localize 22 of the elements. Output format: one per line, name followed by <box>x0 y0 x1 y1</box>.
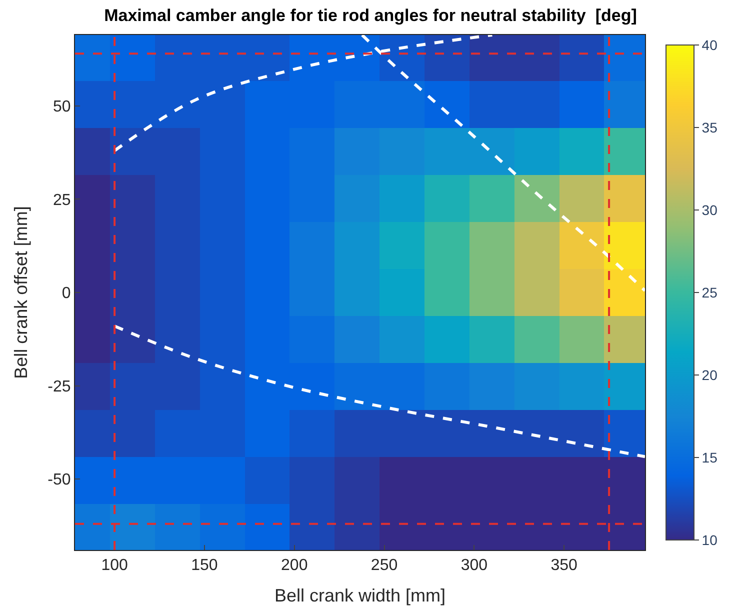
y-tick-label: 25 <box>53 192 71 209</box>
color-bar-label: 10 <box>702 532 718 548</box>
y-tick-label: 50 <box>53 98 71 116</box>
y-tick-label: -25 <box>48 378 71 396</box>
x-tick-label: 350 <box>550 557 578 574</box>
y-tick-label: -50 <box>48 472 71 489</box>
line-series <box>113 324 645 458</box>
x-axis-title: Bell crank width [mm] <box>274 585 446 606</box>
x-tick-label: 300 <box>460 557 488 574</box>
color-bar-label: 15 <box>702 449 718 466</box>
color-bar-label: 25 <box>702 284 718 300</box>
color-bar-label: 20 <box>702 366 718 383</box>
x-tick-label: 100 <box>101 557 128 574</box>
x-tick-label: 250 <box>370 557 398 574</box>
y-axis-title: Bell crank offset [mm] <box>10 206 31 379</box>
color-bar-label: 35 <box>702 119 718 136</box>
color-bar-label: 40 <box>702 36 718 53</box>
x-tick-label: 150 <box>191 557 218 574</box>
chart-title: Maximal camber angle for tie rod angles for neutral stability [deg] <box>104 6 637 26</box>
color-bar-label: 30 <box>702 202 718 218</box>
y-tick-label: 0 <box>62 285 71 302</box>
x-tick-label: 200 <box>281 557 308 574</box>
